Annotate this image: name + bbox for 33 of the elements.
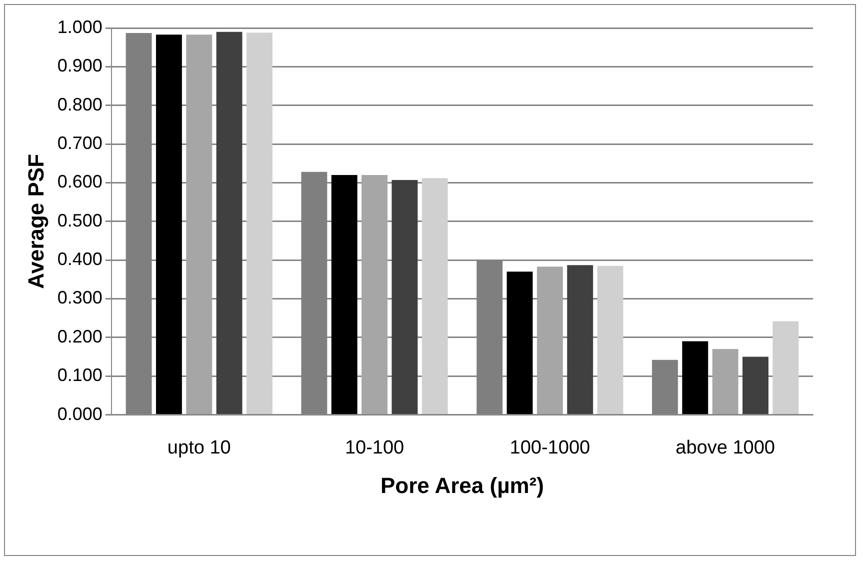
y-tick-label: 0.600 — [57, 172, 102, 192]
x-tick-label: above 1000 — [676, 437, 775, 458]
y-axis-title: Average PSF — [23, 154, 48, 289]
y-tick-label: 0.000 — [57, 404, 102, 424]
y-tick-label: 0.900 — [57, 56, 102, 76]
bar — [186, 34, 212, 414]
y-tick-label: 0.700 — [57, 133, 102, 154]
bar — [506, 272, 533, 414]
bar — [392, 180, 418, 414]
y-tick-label: 1.000 — [57, 16, 102, 37]
x-axis-title: Pore Area (µm²) — [380, 472, 544, 498]
bar — [422, 178, 448, 414]
bar — [216, 32, 242, 414]
bar — [156, 34, 182, 414]
bar — [246, 32, 272, 414]
bar — [742, 356, 768, 414]
y-tick-label: 0.100 — [57, 365, 102, 386]
y-tick-label: 0.500 — [57, 210, 102, 230]
x-tick-label: 100-1000 — [510, 437, 590, 458]
x-tick-label: 10-100 — [344, 437, 404, 458]
x-tick-label: upto 10 — [167, 437, 231, 458]
y-tick-label: 0.200 — [57, 326, 102, 346]
bar — [536, 266, 563, 414]
bar — [772, 321, 799, 414]
y-tick-label: 0.300 — [57, 288, 102, 308]
y-tick-label: 0.400 — [57, 249, 102, 270]
bar — [567, 265, 594, 414]
bar — [331, 174, 358, 414]
y-tick-label: 0.800 — [57, 94, 102, 114]
bar — [597, 266, 624, 414]
bar — [712, 349, 738, 414]
bar — [682, 341, 708, 414]
bar — [362, 174, 388, 414]
